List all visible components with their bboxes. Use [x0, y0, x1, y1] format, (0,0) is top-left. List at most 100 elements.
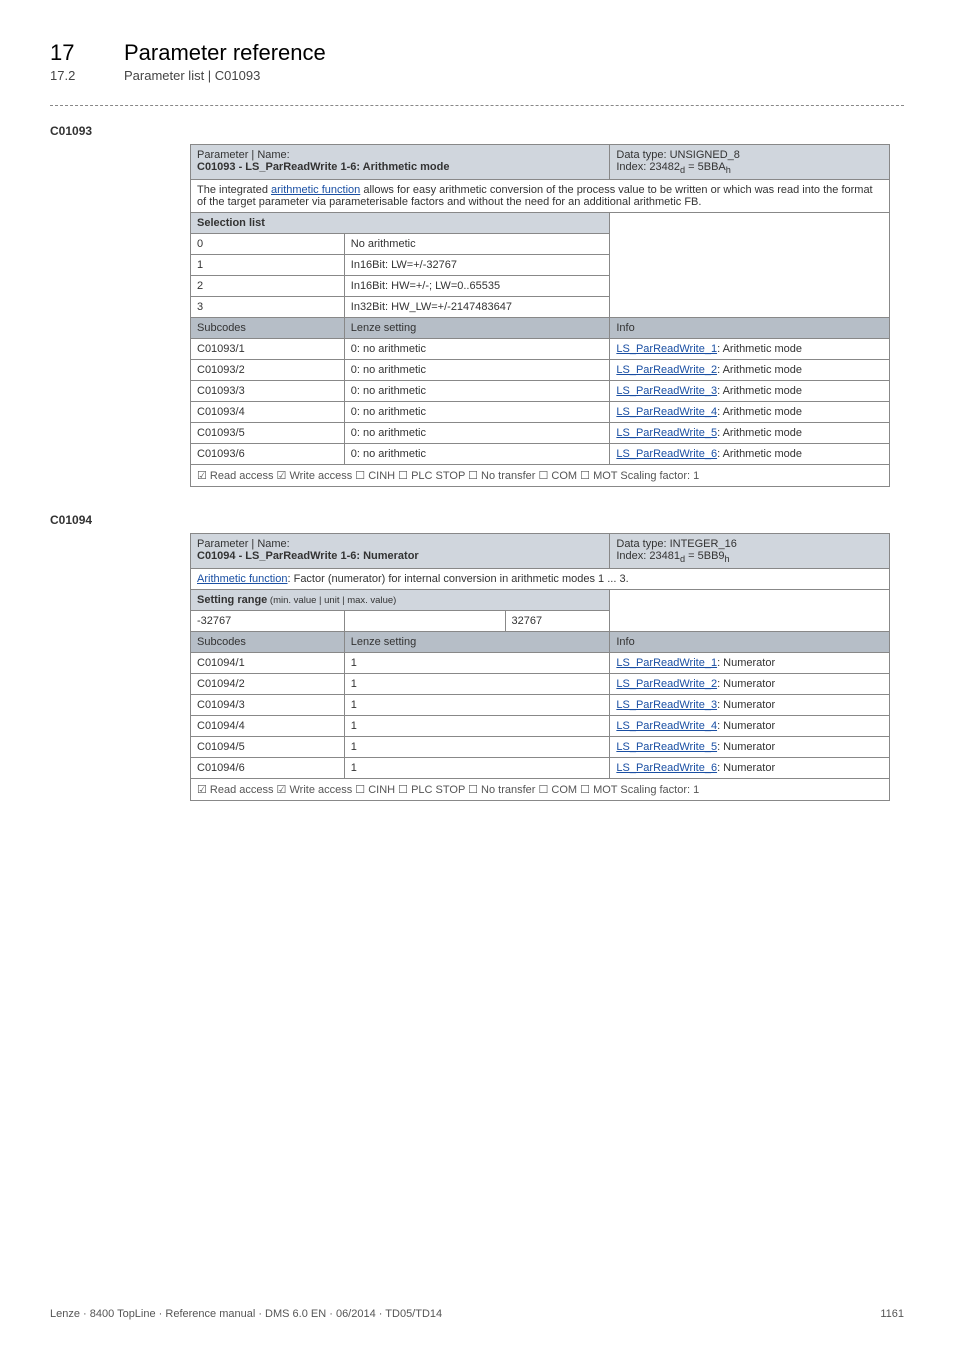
info-suffix: : Numerator: [717, 657, 775, 669]
section-title: Parameter list | C01093: [124, 68, 260, 83]
col-info: Info: [610, 632, 890, 653]
subcode: C01093/1: [191, 339, 345, 360]
subcode: C01094/6: [191, 758, 345, 779]
ls-link[interactable]: LS_ParReadWrite_5: [616, 427, 717, 439]
opt-t: In16Bit: LW=+/-32767: [344, 255, 610, 276]
chapter-number: 17: [50, 40, 100, 66]
table-row: C01094/2 1 LS_ParReadWrite_2: Numerator: [191, 674, 890, 695]
page-number: 1161: [880, 1308, 904, 1320]
index-eq: = 5BBA: [685, 161, 726, 173]
ls-link[interactable]: LS_ParReadWrite_6: [616, 762, 717, 774]
range-small: (min. value | unit | max. value): [267, 595, 396, 606]
opt-n: 0: [191, 234, 345, 255]
lenze-setting: 0: no arithmetic: [344, 444, 610, 465]
info-suffix: : Numerator: [717, 762, 775, 774]
param-title-label: Parameter | Name:: [197, 149, 290, 161]
ls-link[interactable]: LS_ParReadWrite_4: [616, 720, 717, 732]
col-subcodes: Subcodes: [191, 632, 345, 653]
index-eq: = 5BB9: [685, 550, 724, 562]
table-row: C01094/6 1 LS_ParReadWrite_6: Numerator: [191, 758, 890, 779]
lenze-setting: 0: no arithmetic: [344, 402, 610, 423]
lenze-setting: 1: [344, 653, 610, 674]
table-row: C01093/6 0: no arithmetic LS_ParReadWrit…: [191, 444, 890, 465]
param-title-label: Parameter | Name:: [197, 538, 290, 550]
info-cell: LS_ParReadWrite_2: Arithmetic mode: [610, 360, 890, 381]
param-description: The integrated arithmetic function allow…: [191, 180, 890, 213]
subcode: C01093/6: [191, 444, 345, 465]
info-suffix: : Arithmetic mode: [717, 343, 802, 355]
opt-n: 3: [191, 297, 345, 318]
table-row: C01093/5 0: no arithmetic LS_ParReadWrit…: [191, 423, 890, 444]
param-dtype-cell: Data type: INTEGER_16 Index: 23481d = 5B…: [610, 534, 890, 569]
setting-range-header: Setting range (min. value | unit | max. …: [191, 590, 610, 611]
info-suffix: : Numerator: [717, 699, 775, 711]
index-sub2: h: [726, 165, 731, 175]
info-suffix: : Numerator: [717, 678, 775, 690]
info-cell: LS_ParReadWrite_6: Numerator: [610, 758, 890, 779]
lenze-setting: 1: [344, 695, 610, 716]
subcode: C01094/4: [191, 716, 345, 737]
subcode: C01093/3: [191, 381, 345, 402]
info-cell: LS_ParReadWrite_3: Arithmetic mode: [610, 381, 890, 402]
ls-link[interactable]: LS_ParReadWrite_6: [616, 448, 717, 460]
lenze-setting: 0: no arithmetic: [344, 381, 610, 402]
selection-blank: [610, 213, 890, 318]
ls-link[interactable]: LS_ParReadWrite_3: [616, 385, 717, 397]
index-label: Index: 23481: [616, 550, 680, 562]
footer-left: Lenze · 8400 TopLine · Reference manual …: [50, 1308, 442, 1320]
ls-link[interactable]: LS_ParReadWrite_1: [616, 343, 717, 355]
ls-link[interactable]: LS_ParReadWrite_1: [616, 657, 717, 669]
info-suffix: : Arithmetic mode: [717, 364, 802, 376]
selection-list-label: Selection list: [197, 217, 265, 229]
range-blank: [610, 590, 890, 632]
dtype-label: Data type: INTEGER_16: [616, 538, 736, 550]
info-suffix: : Numerator: [717, 741, 775, 753]
subcode: C01094/5: [191, 737, 345, 758]
info-cell: LS_ParReadWrite_6: Arithmetic mode: [610, 444, 890, 465]
range-max: 32767: [505, 611, 610, 632]
divider: [50, 105, 904, 106]
subcode: C01094/1: [191, 653, 345, 674]
access-flags: ☑ Read access ☑ Write access ☐ CINH ☐ PL…: [191, 779, 890, 801]
param-code-heading: C01093: [50, 124, 904, 138]
param-code-heading: C01094: [50, 513, 904, 527]
subcode: C01094/3: [191, 695, 345, 716]
table-row: C01094/3 1 LS_ParReadWrite_3: Numerator: [191, 695, 890, 716]
ls-link[interactable]: LS_ParReadWrite_4: [616, 406, 717, 418]
lenze-setting: 0: no arithmetic: [344, 423, 610, 444]
ls-link[interactable]: LS_ParReadWrite_5: [616, 741, 717, 753]
param-title-cell: Parameter | Name: C01093 - LS_ParReadWri…: [191, 145, 610, 180]
lenze-setting: 1: [344, 737, 610, 758]
table-row: C01093/3 0: no arithmetic LS_ParReadWrit…: [191, 381, 890, 402]
info-suffix: : Arithmetic mode: [717, 385, 802, 397]
lenze-setting: 1: [344, 674, 610, 695]
param-table-c01093: Parameter | Name: C01093 - LS_ParReadWri…: [190, 144, 890, 487]
param-title-value: C01094 - LS_ParReadWrite 1-6: Numerator: [197, 550, 419, 562]
opt-t: In32Bit: HW_LW=+/-2147483647: [344, 297, 610, 318]
table-row: C01093/4 0: no arithmetic LS_ParReadWrit…: [191, 402, 890, 423]
arithmetic-function-link[interactable]: Arithmetic function: [197, 573, 287, 585]
param-title-value: C01093 - LS_ParReadWrite 1-6: Arithmetic…: [197, 161, 449, 173]
lenze-setting: 0: no arithmetic: [344, 339, 610, 360]
col-lenze: Lenze setting: [344, 318, 610, 339]
info-suffix: : Numerator: [717, 720, 775, 732]
info-cell: LS_ParReadWrite_2: Numerator: [610, 674, 890, 695]
col-info: Info: [610, 318, 890, 339]
ls-link[interactable]: LS_ParReadWrite_3: [616, 699, 717, 711]
opt-n: 2: [191, 276, 345, 297]
chapter-title: Parameter reference: [124, 40, 326, 66]
lenze-setting: 1: [344, 716, 610, 737]
desc-post: : Factor (numerator) for internal conver…: [287, 573, 628, 585]
lenze-setting: 0: no arithmetic: [344, 360, 610, 381]
param-title-cell: Parameter | Name: C01094 - LS_ParReadWri…: [191, 534, 610, 569]
param-description: Arithmetic function: Factor (numerator) …: [191, 569, 890, 590]
info-cell: LS_ParReadWrite_1: Numerator: [610, 653, 890, 674]
info-suffix: : Arithmetic mode: [717, 406, 802, 418]
ls-link[interactable]: LS_ParReadWrite_2: [616, 364, 717, 376]
subcode: C01094/2: [191, 674, 345, 695]
opt-t: No arithmetic: [344, 234, 610, 255]
table-row: C01094/5 1 LS_ParReadWrite_5: Numerator: [191, 737, 890, 758]
subcode: C01093/2: [191, 360, 345, 381]
arithmetic-function-link[interactable]: arithmetic function: [271, 184, 360, 196]
access-flags: ☑ Read access ☑ Write access ☐ CINH ☐ PL…: [191, 465, 890, 487]
